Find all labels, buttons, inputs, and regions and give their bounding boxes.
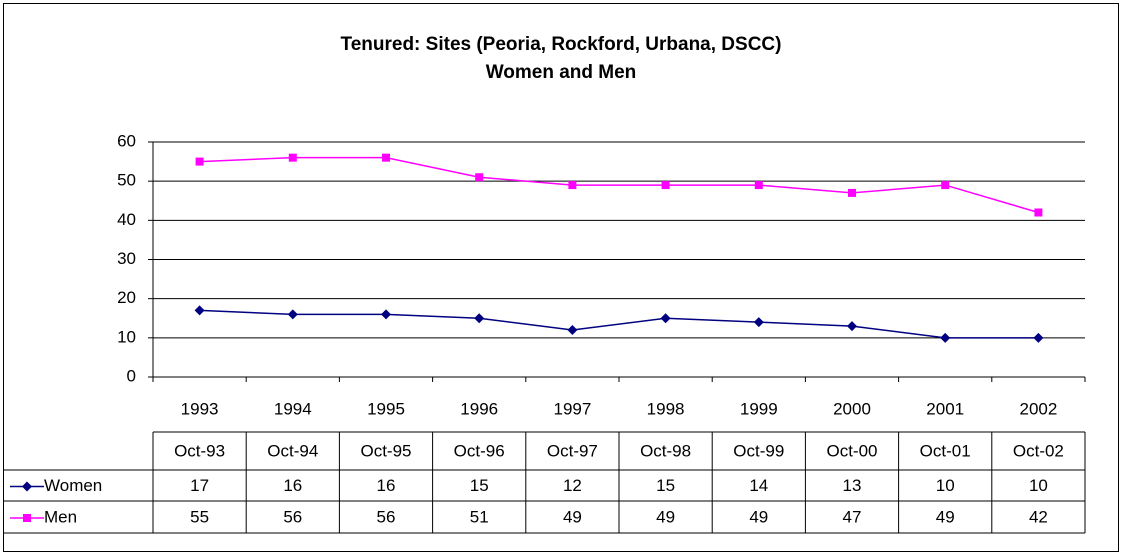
x-tick-label: 1996 <box>460 399 498 418</box>
table-cell: 17 <box>190 476 209 495</box>
data-point <box>474 313 485 324</box>
y-tick-label: 60 <box>117 131 136 150</box>
chart-border <box>3 3 1119 552</box>
data-point <box>287 309 298 320</box>
data-point <box>1033 332 1044 343</box>
data-point <box>753 317 764 328</box>
data-point <box>660 313 671 324</box>
table-cell: 15 <box>656 476 675 495</box>
table-cell: 14 <box>749 476 768 495</box>
data-point <box>194 305 205 316</box>
table-cell: 49 <box>656 507 675 526</box>
table-cell: 47 <box>843 507 862 526</box>
legend-label: Men <box>44 507 77 526</box>
x-tick-label: 1993 <box>181 399 219 418</box>
legend-marker <box>23 514 31 522</box>
series-line <box>199 156 1039 214</box>
data-point <box>195 157 204 166</box>
table-cell: 49 <box>563 507 582 526</box>
y-tick-label: 50 <box>117 171 136 190</box>
table-header: Oct-93 <box>174 441 225 460</box>
x-tick-label: 1997 <box>553 399 591 418</box>
x-tick-label: 2000 <box>833 399 871 418</box>
y-tick-label: 40 <box>117 210 136 229</box>
table-header: Oct-02 <box>1013 441 1064 460</box>
table-header: Oct-00 <box>826 441 877 460</box>
x-tick-label: 2002 <box>1019 399 1057 418</box>
legend-label: Women <box>44 476 102 495</box>
data-point <box>754 181 763 190</box>
table-header: Oct-94 <box>267 441 318 460</box>
table-cell: 51 <box>470 507 489 526</box>
chart-subtitle: Women and Men <box>486 62 637 83</box>
x-tick-label: 1994 <box>274 399 312 418</box>
table-header: Oct-95 <box>360 441 411 460</box>
data-point <box>288 153 297 162</box>
table-header: Oct-99 <box>733 441 784 460</box>
data-point <box>941 181 950 190</box>
legend-marker <box>22 481 32 492</box>
data-point <box>381 309 391 320</box>
x-tick-label: 2001 <box>926 399 964 418</box>
series-line <box>199 309 1039 339</box>
table-cell: 16 <box>283 476 302 495</box>
table-cell: 10 <box>1029 476 1048 495</box>
table-cell: 42 <box>1029 507 1048 526</box>
data-point <box>568 181 577 190</box>
table-cell: 10 <box>936 476 955 495</box>
table-cell: 56 <box>283 507 302 526</box>
x-tick-label: 1999 <box>740 399 778 418</box>
table-cell: 56 <box>377 507 396 526</box>
table-cell: 16 <box>377 476 396 495</box>
data-point <box>1034 208 1043 217</box>
data-point <box>847 321 857 332</box>
table-cell: 12 <box>563 476 582 495</box>
y-tick-label: 20 <box>117 288 136 307</box>
data-point <box>661 181 670 190</box>
table-header: Oct-98 <box>640 441 691 460</box>
y-tick-label: 30 <box>117 249 136 268</box>
table-cell: 49 <box>749 507 768 526</box>
table-cell: 15 <box>470 476 489 495</box>
y-tick-label: 10 <box>117 327 136 346</box>
chart-title: Tenured: Sites (Peoria, Rockford, Urbana… <box>341 34 782 55</box>
x-tick-label: 1998 <box>647 399 685 418</box>
table-cell: 49 <box>936 507 955 526</box>
data-point <box>382 153 390 162</box>
table-cell: 55 <box>190 507 209 526</box>
data-point <box>848 188 856 197</box>
table-cell: 13 <box>843 476 862 495</box>
data-point <box>940 332 951 343</box>
data-point <box>475 173 484 182</box>
y-tick-label: 0 <box>127 366 136 385</box>
table-header: Oct-96 <box>454 441 505 460</box>
table-header: Oct-97 <box>547 441 598 460</box>
data-point <box>567 325 578 335</box>
x-tick-label: 1995 <box>367 399 405 418</box>
table-header: Oct-01 <box>920 441 971 460</box>
